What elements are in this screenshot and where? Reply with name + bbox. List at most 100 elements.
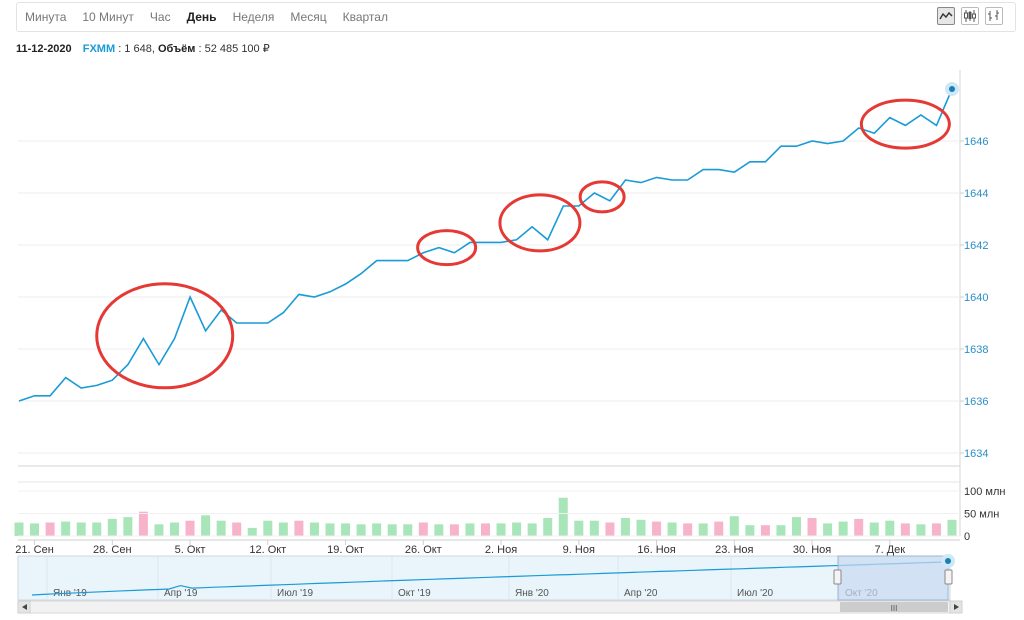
volume-bar [418, 522, 428, 536]
volume-bar [683, 523, 693, 536]
annotation-circle [95, 282, 235, 390]
navigator-label: Апр '19 [164, 588, 198, 599]
navigator-left-handle[interactable] [833, 569, 842, 585]
x-tick-label: 23. Ноя [715, 544, 753, 556]
volume-bar [869, 522, 879, 536]
last-point-marker [949, 86, 955, 92]
navigator-scrollbar-track [17, 600, 963, 614]
volume-bar [185, 520, 195, 536]
x-tick-label: 2. Ноя [485, 544, 517, 556]
quote-info: 11-12-2020 FXMM : 1 648, Объём : 52 485 … [16, 42, 270, 55]
volume-bar [947, 519, 957, 536]
x-tick-label: 26. Окт [405, 544, 442, 556]
volume-bar [232, 522, 242, 536]
scroll-left-arrow-icon [22, 604, 27, 610]
volume-bar [885, 520, 895, 536]
volume-tick-label: 0 [964, 531, 970, 543]
volume-bar [729, 516, 739, 536]
volume-bar [309, 522, 319, 536]
x-tick-label: 16. Ноя [637, 544, 675, 556]
x-tick-label: 21. Сен [15, 544, 53, 556]
navigator-scrollbar-thumb[interactable] [840, 602, 948, 612]
tab-month[interactable]: Месяц [290, 10, 327, 24]
volume-bar [154, 524, 164, 536]
volume-bar [807, 518, 817, 536]
volume-bar [620, 518, 630, 536]
navigator-end-marker [945, 558, 951, 564]
quote-ticker: FXMM [82, 43, 116, 55]
line-chart-icon[interactable] [937, 7, 955, 25]
volume-bar [589, 520, 599, 536]
period-tabs: Минута 10 Минут Час День Неделя Месяц Кв… [16, 2, 1016, 32]
volume-bar [107, 518, 117, 536]
volume-bar [45, 522, 55, 536]
x-tick-label: 30. Ноя [793, 544, 831, 556]
volume-bar [278, 522, 288, 536]
volume-bar [247, 527, 257, 536]
volume-bar [745, 525, 755, 536]
y-tick-label: 1640 [964, 292, 988, 304]
volume-bar [76, 522, 86, 536]
scrollbar-grip-icon: III [891, 604, 898, 613]
volume-bar [916, 524, 926, 536]
tab-quarter[interactable]: Квартал [342, 10, 388, 24]
volume-bar [823, 523, 833, 536]
volume-bar [138, 511, 148, 536]
volume-bar [543, 518, 553, 536]
ohlc-bars-icon[interactable] [985, 7, 1003, 25]
annotation-circle [578, 180, 626, 214]
volume-bar [512, 522, 522, 536]
navigator-right-handle[interactable] [944, 569, 953, 585]
volume-bar [403, 524, 413, 536]
volume-bar [652, 521, 662, 536]
volume-bar [372, 523, 382, 536]
tab-day[interactable]: День [186, 10, 217, 24]
x-tick-label: 5. Окт [175, 544, 206, 556]
x-tick-label: 19. Окт [327, 544, 364, 556]
volume-bar [636, 519, 646, 536]
x-tick-label: 9. Ноя [563, 544, 595, 556]
y-tick-label: 1634 [964, 448, 988, 460]
y-tick-label: 1644 [964, 188, 988, 200]
tab-week[interactable]: Неделя [232, 10, 275, 24]
volume-bar [387, 524, 397, 536]
tab-hour[interactable]: Час [149, 10, 171, 24]
volume-bar [481, 523, 490, 536]
x-tick-label: 28. Сен [93, 544, 131, 556]
volume-bar [558, 497, 568, 536]
chart-type-switcher [937, 7, 1003, 25]
volume-bar [123, 517, 133, 536]
navigator-label: Янв '20 [515, 588, 549, 599]
volume-bar [30, 523, 40, 536]
volume-bar [605, 522, 615, 536]
volume-bar [201, 515, 211, 536]
annotation-circle [498, 193, 582, 253]
candlestick-icon[interactable] [961, 7, 979, 25]
y-tick-label: 1642 [964, 240, 988, 252]
tab-10-minutes[interactable]: 10 Минут [82, 10, 134, 24]
volume-bar [776, 525, 786, 536]
navigator-label: Апр '20 [624, 588, 658, 599]
volume-bar [760, 525, 770, 536]
volume-bar [792, 517, 801, 536]
volume-bar [854, 518, 864, 536]
volume-bar [434, 524, 444, 536]
tab-minute[interactable]: Минута [25, 10, 67, 24]
volume-bar [527, 523, 537, 536]
volume-bar [667, 522, 677, 536]
quote-price: : 1 648, [118, 43, 158, 55]
volume-bar [574, 520, 584, 536]
volume-bar [263, 520, 273, 536]
navigator-series-line [31, 561, 947, 596]
volume-tick-label: 50 млн [964, 509, 999, 521]
annotation-circle [416, 229, 478, 267]
volume-bar [61, 521, 71, 536]
navigator-label: Окт '19 [398, 588, 431, 599]
volume-bar [900, 523, 910, 536]
volume-bar [838, 521, 848, 536]
navigator-selection[interactable] [837, 555, 949, 601]
annotation-circle [859, 98, 951, 150]
y-tick-label: 1636 [964, 396, 988, 408]
volume-bar [216, 520, 226, 536]
